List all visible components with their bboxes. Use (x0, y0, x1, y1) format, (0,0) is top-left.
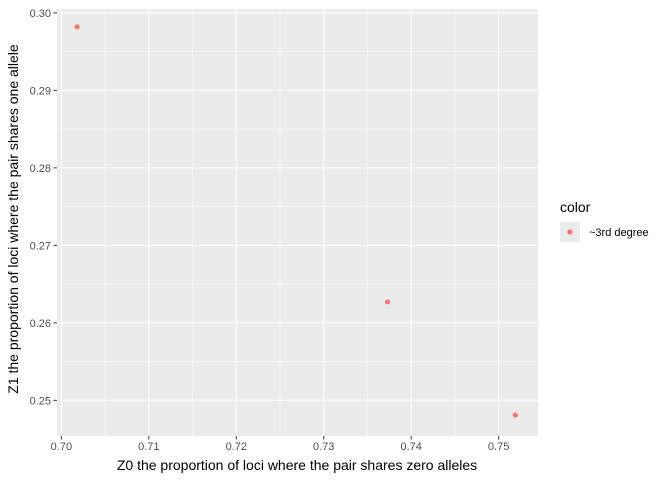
data-point (74, 24, 80, 30)
y-tick-label: 0.27 (30, 240, 51, 252)
data-point (512, 412, 518, 418)
y-axis: 0.25 0.26 0.27 0.28 0.29 0.30 (30, 8, 57, 407)
x-axis-title: Z0 the proportion of loci where the pair… (117, 457, 477, 473)
legend-title: color (560, 199, 591, 215)
plot-panel (57, 9, 538, 436)
data-points (74, 24, 518, 418)
x-tick-label: 0.72 (226, 441, 247, 453)
y-tick-label: 0.28 (30, 163, 51, 175)
major-gridlines (57, 9, 538, 436)
legend-entries: ~3rd degree (560, 222, 649, 242)
x-tick-label: 0.71 (138, 441, 159, 453)
x-axis: 0.70 0.71 0.72 0.73 0.74 0.75 (51, 436, 509, 453)
x-tick-label: 0.75 (488, 441, 509, 453)
legend-label: ~3rd degree (589, 227, 649, 239)
y-tick-label: 0.26 (30, 318, 51, 330)
x-tick-label: 0.74 (400, 441, 421, 453)
legend: color ~3rd degree (560, 199, 649, 242)
legend-key-point (567, 229, 573, 235)
y-tick-label: 0.29 (30, 85, 51, 97)
y-tick-label: 0.25 (30, 395, 51, 407)
x-tick-label: 0.70 (51, 441, 72, 453)
y-axis-title: Z1 the proportion of loci where the pair… (5, 44, 21, 394)
y-tick-label: 0.30 (30, 8, 51, 20)
data-point (384, 299, 391, 305)
minor-gridlines (57, 9, 538, 436)
x-tick-label: 0.73 (313, 441, 334, 453)
